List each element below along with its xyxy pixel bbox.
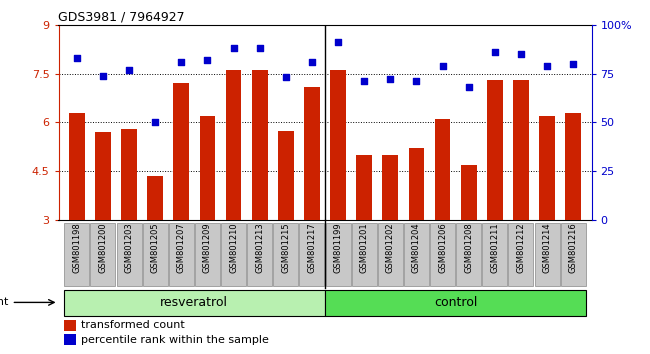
FancyBboxPatch shape [534,223,560,286]
FancyBboxPatch shape [561,223,586,286]
Bar [435,119,450,220]
Point [463,84,474,90]
Point [72,55,82,61]
Bar [200,116,215,220]
Text: GDS3981 / 7964927: GDS3981 / 7964927 [58,11,185,24]
Text: GSM801214: GSM801214 [543,222,552,273]
FancyBboxPatch shape [116,223,142,286]
Point [255,45,265,51]
Bar [226,70,241,220]
Bar [64,320,75,331]
Text: resveratrol: resveratrol [161,296,228,309]
Point [515,51,526,57]
FancyBboxPatch shape [64,223,89,286]
Bar [566,113,581,220]
Point [489,49,500,55]
Point [411,79,422,84]
Bar [148,176,163,220]
Text: GSM801205: GSM801205 [151,222,160,273]
Bar [540,116,555,220]
Text: GSM801210: GSM801210 [229,222,238,273]
FancyBboxPatch shape [325,290,586,316]
Text: GSM801212: GSM801212 [517,222,525,273]
Point [437,63,448,69]
Text: GSM801200: GSM801200 [98,222,107,273]
Text: GSM801206: GSM801206 [438,222,447,273]
Text: GSM801217: GSM801217 [307,222,317,273]
Bar [330,70,346,220]
Bar [278,131,294,220]
Bar [487,80,502,220]
Bar [95,132,110,220]
Point [333,40,343,45]
FancyBboxPatch shape [300,223,324,286]
FancyBboxPatch shape [482,223,508,286]
FancyBboxPatch shape [326,223,350,286]
Text: GSM801211: GSM801211 [490,222,499,273]
FancyBboxPatch shape [90,223,116,286]
FancyBboxPatch shape [352,223,377,286]
FancyBboxPatch shape [378,223,403,286]
FancyBboxPatch shape [508,223,534,286]
Bar [356,155,372,220]
Point [98,73,108,78]
Point [176,59,187,65]
Point [568,61,578,67]
Point [150,120,161,125]
FancyBboxPatch shape [195,223,220,286]
FancyBboxPatch shape [247,223,272,286]
Bar [513,80,529,220]
Bar [304,87,320,220]
Text: GSM801203: GSM801203 [125,222,133,273]
Text: GSM801208: GSM801208 [464,222,473,273]
FancyBboxPatch shape [142,223,168,286]
Text: GSM801202: GSM801202 [386,222,395,273]
Text: percentile rank within the sample: percentile rank within the sample [81,335,268,345]
FancyBboxPatch shape [169,223,194,286]
FancyBboxPatch shape [273,223,298,286]
FancyBboxPatch shape [430,223,455,286]
Text: GSM801207: GSM801207 [177,222,186,273]
Bar [409,148,424,220]
Bar [252,70,268,220]
Point [124,67,135,73]
Text: GSM801213: GSM801213 [255,222,264,273]
Text: GSM801216: GSM801216 [569,222,578,273]
Point [542,63,552,69]
Bar [64,334,75,346]
Text: GSM801209: GSM801209 [203,222,212,273]
Point [359,79,369,84]
Text: GSM801215: GSM801215 [281,222,291,273]
Bar [121,129,137,220]
Point [228,45,239,51]
Bar [69,113,84,220]
Bar [382,155,398,220]
Point [281,75,291,80]
Text: GSM801201: GSM801201 [359,222,369,273]
FancyBboxPatch shape [64,290,325,316]
Bar [174,83,189,220]
Point [202,57,213,63]
FancyBboxPatch shape [456,223,481,286]
Text: GSM801204: GSM801204 [412,222,421,273]
Point [307,59,317,65]
Point [385,76,395,82]
Text: transformed count: transformed count [81,320,185,330]
Text: agent: agent [0,297,9,307]
Text: control: control [434,296,477,309]
FancyBboxPatch shape [221,223,246,286]
Bar [461,165,476,220]
Text: GSM801199: GSM801199 [333,222,343,273]
FancyBboxPatch shape [404,223,429,286]
Text: GSM801198: GSM801198 [72,222,81,273]
